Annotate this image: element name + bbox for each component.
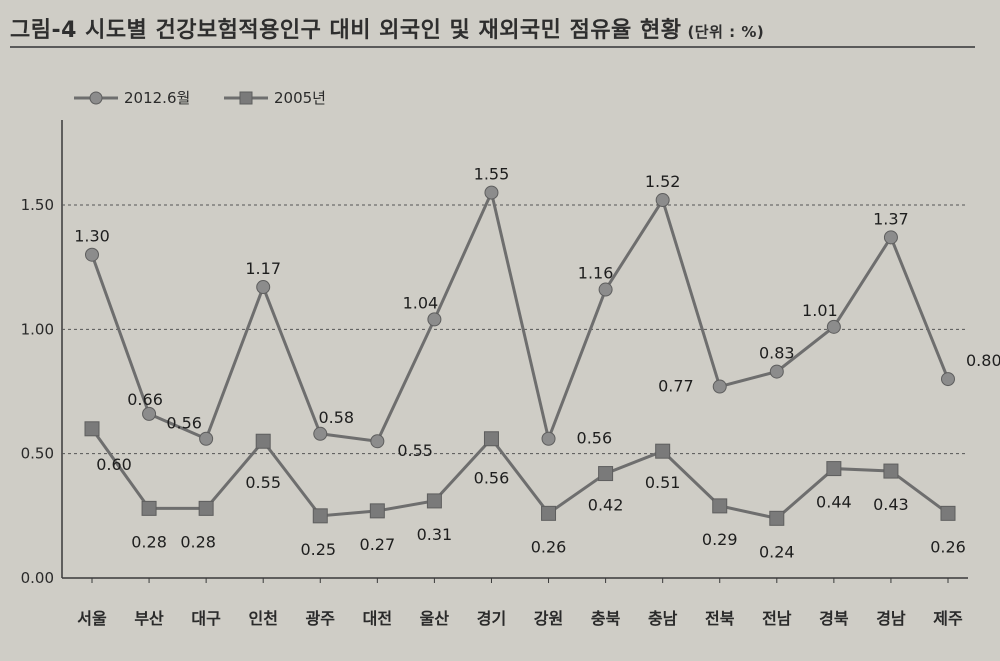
data-label: 1.55: [474, 165, 510, 184]
x-tick-label: 충남: [648, 609, 678, 628]
point-2005: [312, 508, 328, 524]
data-label: 0.55: [245, 473, 281, 492]
x-tick-label: 경기: [477, 609, 506, 628]
point-2005: [655, 443, 671, 459]
data-label: 1.16: [578, 264, 614, 283]
point-2005: [84, 421, 100, 437]
x-tick-label: 부산: [134, 609, 164, 628]
legend-marker-2005: [239, 91, 253, 105]
data-label: 0.26: [930, 537, 966, 556]
point-2012: [142, 406, 157, 421]
data-label: 0.27: [360, 535, 396, 554]
point-2005: [255, 433, 271, 449]
point-2005: [198, 500, 214, 516]
point-2012: [655, 193, 670, 208]
point-2005: [883, 463, 899, 479]
point-2012: [85, 247, 99, 262]
data-label: 0.56: [577, 429, 613, 448]
data-label: 1.52: [645, 172, 681, 191]
y-tick-label: 0.50: [21, 445, 54, 463]
series-line-1: [90, 427, 949, 520]
data-label: 1.01: [802, 301, 838, 320]
y-tick-label: 1.00: [21, 320, 54, 338]
data-label: 1.17: [245, 259, 281, 278]
point-2012: [712, 379, 727, 394]
data-label: 0.55: [397, 441, 433, 460]
point-2012: [769, 364, 784, 379]
series-line-0: [90, 187, 950, 444]
x-tick-label: 제주: [933, 609, 963, 628]
point-2005: [712, 498, 728, 514]
data-label: 0.25: [300, 540, 336, 559]
point-2012: [883, 230, 898, 245]
data-label: 0.42: [588, 496, 624, 515]
point-2005: [426, 493, 442, 509]
data-label: 1.30: [74, 227, 110, 246]
point-2012: [941, 372, 955, 387]
x-tick-label: 울산: [420, 609, 450, 628]
point-2005: [826, 461, 842, 477]
point-2005: [541, 505, 557, 521]
data-label: 0.29: [702, 530, 738, 549]
chart-unit: (단위 : %): [687, 23, 765, 41]
x-tick-label: 전남: [762, 609, 792, 628]
data-label: 1.04: [403, 293, 439, 312]
data-label: 0.58: [318, 408, 354, 427]
chart-title-text: 그림-4 시도별 건강보험적용인구 대비 외국인 및 재외국민 점유율 현황: [10, 18, 682, 43]
x-tick-label: 서울: [77, 609, 107, 628]
point-2012: [541, 431, 556, 446]
point-2005: [940, 505, 956, 521]
point-2012: [370, 434, 385, 449]
data-label: 0.31: [417, 525, 453, 544]
data-label: 0.83: [759, 344, 795, 363]
chart-title: 그림-4 시도별 건강보험적용인구 대비 외국인 및 재외국민 점유율 현황 (단…: [10, 12, 990, 44]
point-2005: [369, 503, 385, 519]
point-2012: [256, 280, 271, 295]
data-label: 0.26: [531, 537, 567, 556]
point-2005: [598, 466, 614, 482]
legend-label: 2005년: [274, 89, 326, 107]
x-tick-label: 경남: [876, 609, 906, 628]
y-tick-label: 0.00: [21, 569, 54, 587]
x-tick-label: 대구: [191, 609, 221, 628]
x-tick-label: 대전: [363, 609, 392, 628]
data-label: 1.37: [873, 209, 909, 228]
point-2012: [826, 319, 841, 334]
point-2012: [427, 312, 442, 327]
data-label: 0.60: [96, 455, 132, 474]
y-tick-label: 1.50: [21, 196, 54, 214]
legend-label: 2012.6월: [124, 89, 190, 107]
data-label: 0.44: [816, 493, 852, 512]
x-tick-label: 경북: [819, 609, 849, 628]
data-label: 0.24: [759, 542, 795, 561]
point-2005: [769, 510, 785, 526]
x-tick-label: 전북: [705, 609, 735, 628]
data-label: 0.77: [658, 377, 694, 396]
data-label: 0.80: [966, 351, 1000, 370]
data-label: 0.56: [166, 414, 202, 433]
title-underline: [10, 46, 975, 48]
legend-marker-2012: [89, 91, 103, 105]
point-2012: [199, 431, 214, 446]
data-label: 0.66: [127, 390, 163, 409]
point-2005: [141, 500, 157, 516]
point-2012: [313, 426, 328, 441]
x-tick-label: 강원: [534, 609, 563, 628]
data-label: 0.43: [873, 495, 909, 514]
data-label: 0.51: [645, 473, 681, 492]
data-label: 0.28: [131, 532, 167, 551]
x-tick-label: 충북: [591, 609, 621, 628]
point-2005: [483, 431, 499, 447]
x-tick-label: 인천: [248, 609, 277, 628]
point-2012: [598, 282, 613, 297]
x-tick-label: 광주: [306, 609, 336, 628]
data-label: 0.28: [180, 532, 216, 551]
point-2012: [484, 185, 499, 200]
data-label: 0.56: [474, 469, 510, 488]
